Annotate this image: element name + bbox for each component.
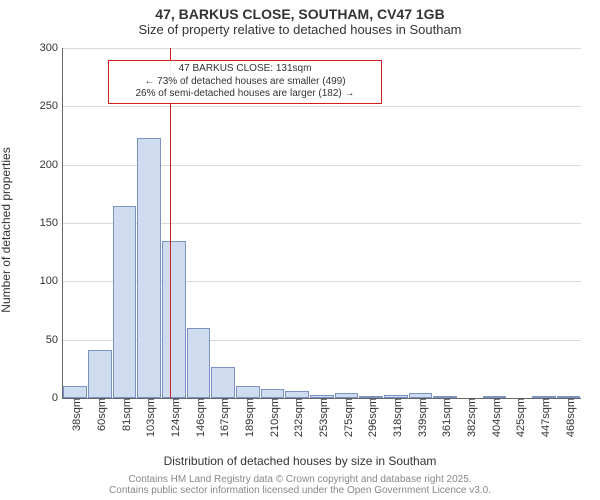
histogram-bar — [63, 386, 87, 398]
x-tick-label: 81sqm — [117, 398, 133, 431]
y-tick-label: 50 — [46, 334, 63, 346]
y-axis-label: Number of detached properties — [0, 55, 13, 405]
y-tick-label: 0 — [52, 392, 63, 404]
histogram-bar — [113, 206, 137, 399]
plot-area: 05010015020025030038sqm60sqm81sqm103sqm1… — [62, 48, 581, 399]
y-tick-label: 100 — [40, 275, 63, 287]
annotation-line: 47 BARKUS CLOSE: 131sqm — [114, 63, 376, 76]
x-tick-label: 318sqm — [388, 398, 404, 437]
x-tick-label: 425sqm — [511, 398, 527, 437]
x-tick-label: 60sqm — [92, 398, 108, 431]
chart-footer: Contains HM Land Registry data © Crown c… — [0, 474, 600, 496]
x-tick-label: 253sqm — [314, 398, 330, 437]
y-tick-label: 200 — [40, 159, 63, 171]
histogram-bar — [236, 386, 260, 398]
gridline — [63, 48, 581, 49]
histogram-bar — [162, 241, 186, 399]
annotation-line: 26% of semi-detached houses are larger (… — [114, 88, 376, 101]
histogram-bar — [261, 389, 285, 398]
histogram-bar — [285, 391, 309, 398]
y-tick-label: 150 — [40, 217, 63, 229]
x-tick-label: 361sqm — [437, 398, 453, 437]
x-tick-label: 210sqm — [265, 398, 281, 437]
x-axis-label: Distribution of detached houses by size … — [0, 454, 600, 468]
x-tick-label: 404sqm — [487, 398, 503, 437]
histogram-bar — [187, 328, 211, 398]
x-tick-label: 232sqm — [289, 398, 305, 437]
x-tick-label: 124sqm — [166, 398, 182, 437]
x-tick-label: 146sqm — [191, 398, 207, 437]
y-tick-label: 250 — [40, 100, 63, 112]
x-tick-label: 468sqm — [561, 398, 577, 437]
y-tick-label: 300 — [40, 42, 63, 54]
x-tick-label: 189sqm — [240, 398, 256, 437]
x-tick-label: 275sqm — [339, 398, 355, 437]
x-tick-label: 167sqm — [215, 398, 231, 437]
histogram-bar — [137, 138, 161, 398]
annotation-box: 47 BARKUS CLOSE: 131sqm← 73% of detached… — [108, 60, 382, 104]
x-tick-label: 296sqm — [363, 398, 379, 437]
chart-container: 47, BARKUS CLOSE, SOUTHAM, CV47 1GB Size… — [0, 0, 600, 500]
x-tick-label: 38sqm — [67, 398, 83, 431]
histogram-bar — [88, 350, 112, 398]
footer-line: Contains HM Land Registry data © Crown c… — [0, 474, 600, 485]
histogram-bar — [211, 367, 235, 399]
x-tick-label: 382sqm — [462, 398, 478, 437]
gridline — [63, 106, 581, 107]
x-tick-label: 447sqm — [536, 398, 552, 437]
x-tick-label: 103sqm — [141, 398, 157, 437]
chart-subtitle: Size of property relative to detached ho… — [0, 22, 600, 37]
annotation-line: ← 73% of detached houses are smaller (49… — [114, 76, 376, 89]
footer-line: Contains public sector information licen… — [0, 485, 600, 496]
chart-title: 47, BARKUS CLOSE, SOUTHAM, CV47 1GB — [0, 0, 600, 22]
x-tick-label: 339sqm — [413, 398, 429, 437]
